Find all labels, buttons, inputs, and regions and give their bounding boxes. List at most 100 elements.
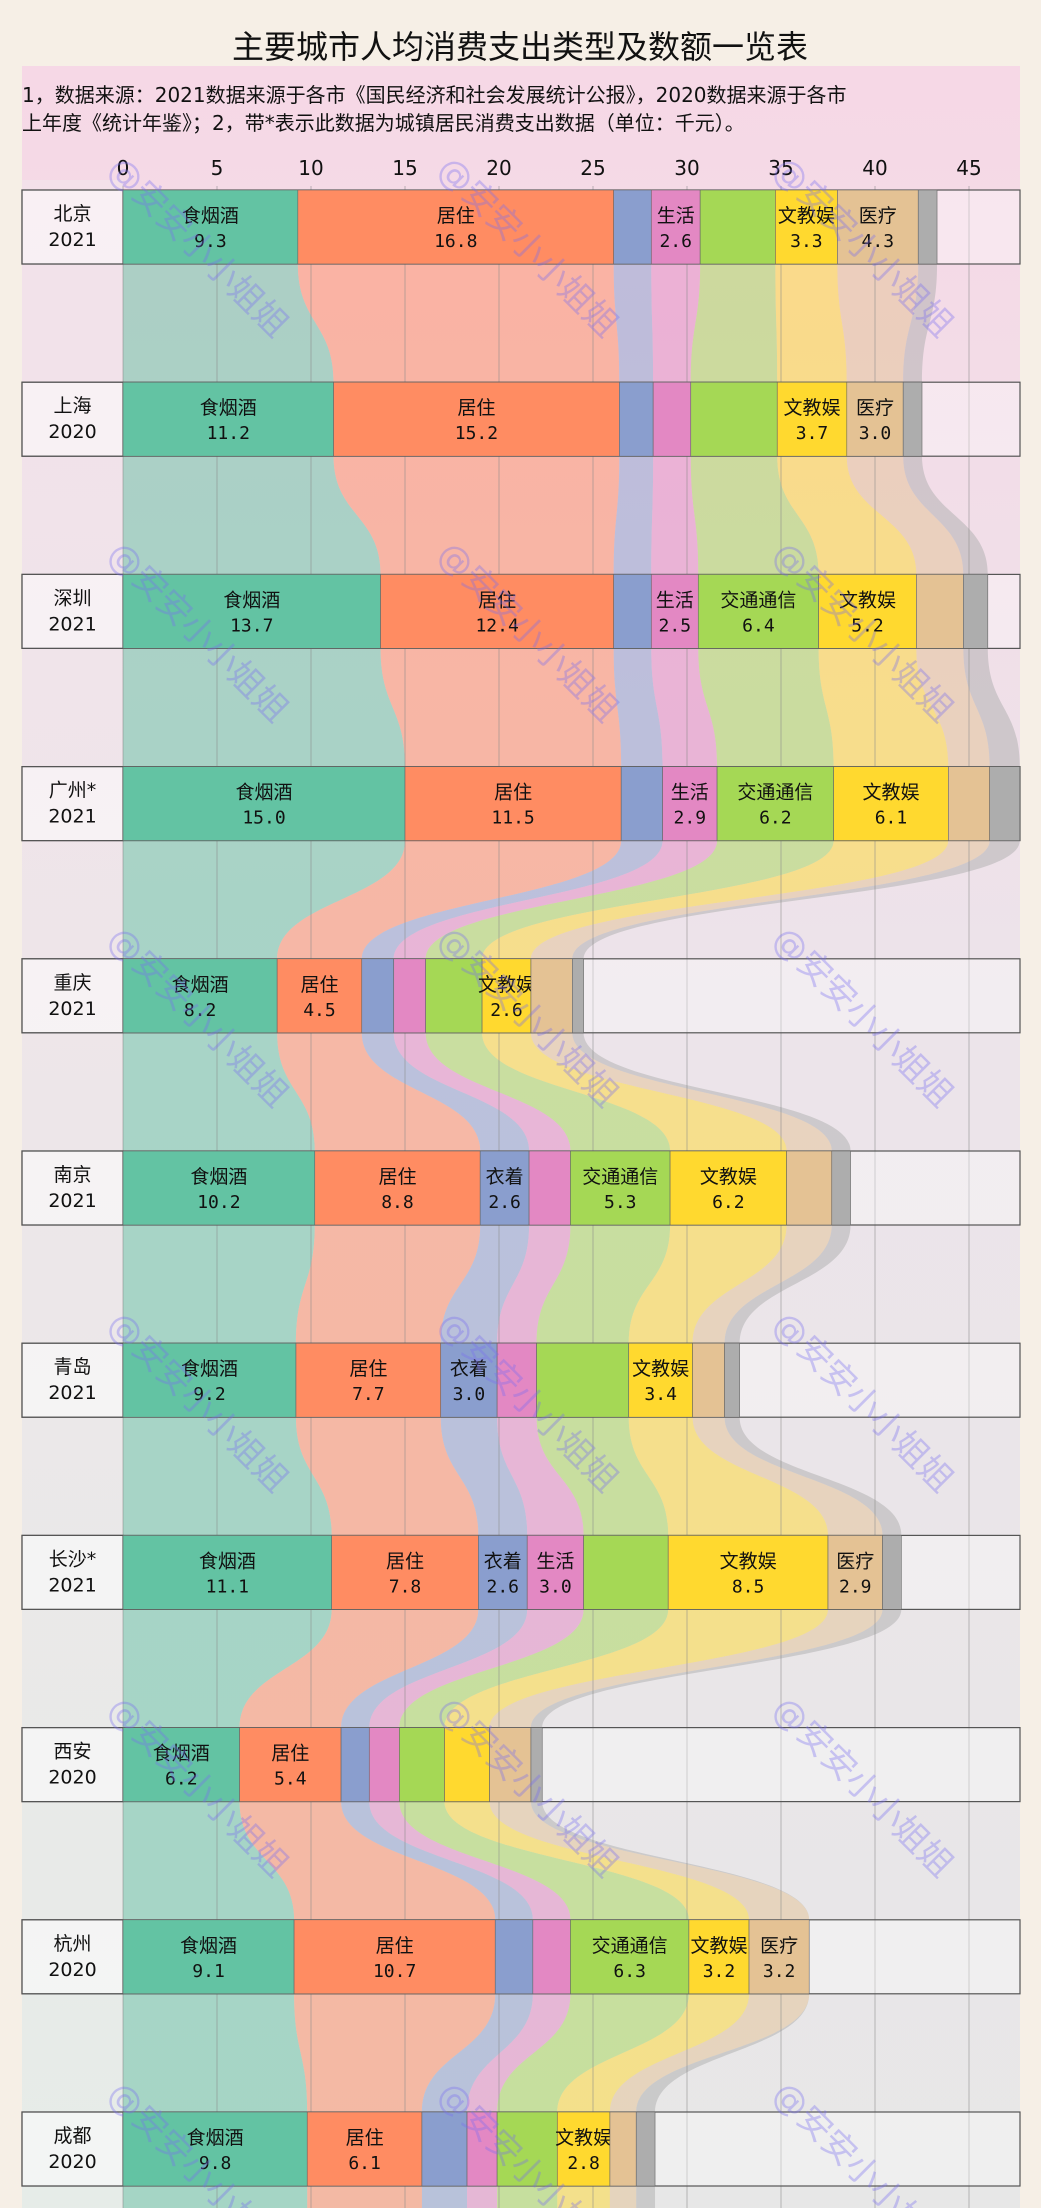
flow-band-医疗 [846, 456, 964, 575]
segment-value-label: 6.2 [165, 1769, 198, 1790]
segment-category-label: 居住 [494, 782, 532, 804]
flow-band-医疗 [837, 264, 919, 383]
flow-band-食烟酒 [123, 1032, 315, 1151]
flow-band-生活 [497, 1225, 571, 1344]
segment-value-label: 10.7 [373, 1961, 416, 1982]
city-year: 2021 [48, 806, 96, 828]
flow-band-其他 [724, 1417, 902, 1536]
flow-band-医疗 [530, 1032, 832, 1151]
bar-segment-衣着 [613, 574, 652, 649]
bar-segment-居住 [404, 766, 622, 841]
segment-category-label: 交通通信 [720, 589, 796, 611]
flow-band-居住 [294, 1993, 496, 2112]
city-row: 长沙* 2021 食烟酒 11.1 居住 7.8 衣着 2.6 生活 3.0 文教娱 8.5 医疗 2.9 [21, 1534, 1021, 1611]
bar-segment-居住 [306, 2111, 423, 2187]
x-tick-label: 20 [486, 156, 511, 180]
bar-segment-食烟酒 [122, 1919, 295, 1995]
x-tick-label: 30 [674, 156, 699, 180]
bar-segment-其他 [572, 958, 584, 1034]
city-cell [21, 1342, 124, 1418]
flow-band-文教娱 [628, 1225, 787, 1344]
segment-value-label: 6.2 [712, 1192, 745, 1213]
bar-segment-交通通信 [570, 1150, 671, 1226]
flow-band-其他 [903, 456, 988, 575]
bar-segment-文教娱 [818, 574, 917, 649]
x-tick-label: 0 [117, 156, 130, 180]
flow-band-交通通信 [399, 1801, 689, 1920]
bar-segment-居住 [293, 1919, 496, 1995]
bar-segment-医疗 [786, 1150, 833, 1226]
flow-band-文教娱 [482, 1032, 787, 1151]
flow-band-食烟酒 [123, 456, 381, 575]
city-cell [21, 189, 124, 265]
flow-band-其他 [963, 648, 1020, 767]
bar-segment-文教娱 [628, 1342, 693, 1418]
flow-band-tail [636, 2186, 656, 2208]
flow-band-生活 [651, 648, 718, 767]
flow-band-医疗 [489, 1801, 810, 1920]
bar-segment-医疗 [846, 381, 904, 457]
segment-category-label: 食烟酒 [223, 589, 280, 611]
city-name: 青岛 [53, 1356, 91, 1378]
bar-segment-食烟酒 [122, 381, 334, 457]
segment-category-label: 居住 [386, 1550, 424, 1572]
segment-category-label: 医疗 [836, 1550, 874, 1572]
city-row: 深圳 2021 食烟酒 13.7 居住 12.4 生活 2.5 交通通信 6.4 文教娱 5.2 [21, 573, 1021, 650]
flow-band-居住 [380, 648, 622, 767]
bar-segment-其他 [902, 381, 923, 457]
segment-value-label: 15.2 [455, 423, 498, 444]
bar-segment-医疗 [530, 958, 573, 1034]
flow-band-衣着 [341, 1801, 533, 1920]
segment-category-label: 生活 [536, 1550, 574, 1572]
flow-band-居住 [277, 840, 622, 959]
bar-segment-生活 [526, 1535, 584, 1610]
flow-band-衣着 [613, 264, 654, 383]
segment-category-label: 居住 [376, 1935, 414, 1957]
segment-category-label: 食烟酒 [182, 205, 239, 227]
bar-segment-生活 [650, 574, 699, 649]
flow-band-医疗 [609, 1993, 810, 2112]
bar-segment-医疗 [827, 1535, 883, 1610]
flow-band-居住 [239, 1801, 496, 1920]
segment-value-label: 6.1 [875, 808, 908, 829]
segment-category-label: 医疗 [856, 397, 894, 419]
segment-category-label: 文教娱 [720, 1550, 777, 1572]
segment-value-label: 11.1 [206, 1576, 249, 1597]
bar-segment-衣着 [478, 1535, 528, 1610]
flow-band-其他 [530, 1801, 810, 1920]
segment-category-label: 文教娱 [700, 1166, 757, 1188]
segment-category-label: 医疗 [760, 1935, 798, 1957]
flow-band-其他 [724, 1225, 851, 1344]
bar-segment-衣着 [620, 766, 663, 841]
city-row: 青岛 2021 食烟酒 9.2 居住 7.7 衣着 3.0 文教娱 3.4 [21, 1342, 1021, 1418]
flow-band-生活 [393, 1032, 571, 1151]
city-year: 2021 [48, 613, 96, 635]
city-row: 广州* 2021 食烟酒 15.0 居住 11.5 生活 2.9 交通通信 6.2 文教娱 6.1 [21, 765, 1021, 842]
bar-segment-其他 [882, 1535, 902, 1610]
segment-value-label: 8.5 [732, 1576, 765, 1597]
city-year: 2020 [48, 1767, 96, 1789]
city-cell [21, 381, 124, 457]
segment-value-label: 6.3 [613, 1961, 646, 1982]
bar-segment-其他 [635, 2111, 656, 2187]
bar-segment-居住 [314, 1150, 481, 1226]
flow-band-居住 [295, 1417, 479, 1536]
city-name: 深圳 [53, 587, 91, 609]
segment-value-label: 3.2 [703, 1961, 736, 1982]
flow-band-食烟酒 [123, 264, 334, 383]
city-cell [21, 2111, 124, 2187]
flow-band-食烟酒 [123, 1417, 332, 1536]
segment-category-label: 居住 [437, 205, 475, 227]
segment-value-label: 13.7 [230, 615, 273, 636]
segment-category-label: 居住 [457, 397, 495, 419]
segment-value-label: 8.8 [381, 1192, 414, 1213]
city-name: 北京 [53, 203, 91, 225]
segment-value-label: 2.6 [487, 1576, 520, 1597]
bar-segment-文教娱 [776, 381, 848, 457]
segment-value-label: 3.0 [539, 1576, 572, 1597]
city-name: 成都 [53, 2125, 91, 2147]
x-tick-label: 40 [862, 156, 887, 180]
bar-segment-医疗 [916, 574, 964, 649]
city-row: 南京 2021 食烟酒 10.2 居住 8.8 衣着 2.6 交通通信 5.3 文教娱 6.2 [21, 1150, 1021, 1226]
flow-band-文教娱 [775, 264, 847, 383]
